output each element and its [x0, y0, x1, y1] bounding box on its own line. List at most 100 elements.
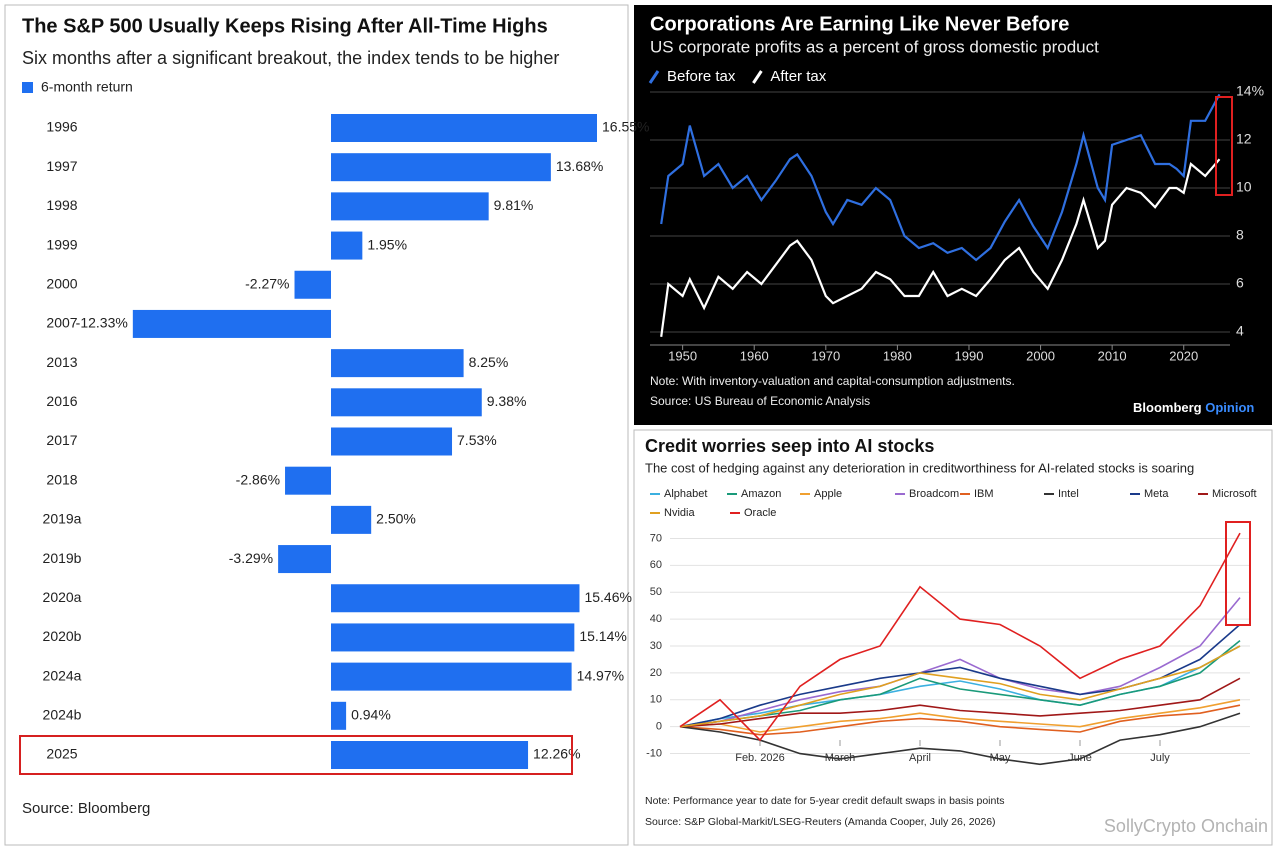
x-tick-label: 2020	[1169, 348, 1198, 363]
legend-label: Intel	[1058, 488, 1079, 500]
category-label: 2019b	[43, 550, 82, 566]
legend-label: Before tax	[667, 68, 736, 85]
chart-subtitle: US corporate profits as a percent of gro…	[650, 37, 1099, 56]
value-label: 9.81%	[494, 197, 534, 213]
y-tick-label: 50	[650, 586, 662, 598]
y-tick-label: 70	[650, 532, 662, 544]
value-label: 15.46%	[584, 589, 631, 605]
legend-label: Microsoft	[1212, 488, 1257, 500]
legend-label: After tax	[770, 68, 826, 85]
line-series	[679, 699, 1241, 733]
legend-label: Broadcom	[909, 488, 959, 500]
value-label: -3.29%	[229, 550, 273, 566]
y-tick-label: 8	[1236, 227, 1244, 243]
category-label: 2025	[46, 746, 77, 762]
category-label: 1999	[46, 236, 77, 252]
category-label: 2013	[46, 354, 77, 370]
line-series	[679, 597, 1241, 728]
bar	[132, 309, 331, 338]
x-tick-label: 1960	[740, 348, 769, 363]
bar	[331, 388, 482, 417]
y-tick-label: 12	[1236, 131, 1252, 147]
legend-label: Alphabet	[664, 488, 707, 500]
value-label: -2.86%	[236, 471, 280, 487]
x-tick-label: Feb. 2026	[735, 752, 785, 764]
y-tick-label: 10	[650, 694, 662, 706]
line-series	[679, 704, 1241, 736]
value-label: 2.50%	[376, 511, 416, 527]
bar	[331, 741, 529, 769]
legend-label: Amazon	[741, 488, 781, 500]
value-label: 1.95%	[367, 236, 407, 252]
category-label: 2018	[46, 471, 77, 487]
y-tick-label: 30	[650, 640, 662, 652]
y-tick-label: 0	[656, 721, 662, 733]
bar	[331, 427, 453, 456]
bar	[331, 153, 551, 182]
bar	[331, 701, 347, 730]
x-tick-label: 1990	[955, 348, 984, 363]
category-label: 2019a	[43, 511, 82, 527]
value-label: 14.97%	[577, 667, 624, 683]
x-tick-label: 1980	[883, 348, 912, 363]
line-series	[679, 712, 1241, 766]
category-label: 2020a	[43, 589, 82, 605]
category-label: 2007	[46, 315, 77, 331]
value-label: 9.38%	[487, 393, 527, 409]
note: Note: With inventory-valuation and capit…	[650, 374, 1015, 388]
chart-subtitle: The cost of hedging against any deterior…	[645, 460, 1194, 475]
y-tick-label: 6	[1236, 275, 1244, 291]
line-series	[679, 639, 1241, 728]
y-tick-label: -10	[646, 747, 662, 759]
line-series	[679, 645, 1241, 728]
line-series	[660, 158, 1221, 337]
brand: Bloomberg Opinion	[1133, 400, 1254, 415]
value-label: 13.68%	[556, 158, 603, 174]
category-label: 2020b	[43, 628, 82, 644]
bar	[285, 466, 331, 495]
value-label: 16.55%	[602, 119, 649, 135]
highlight-box	[1215, 96, 1233, 196]
bar	[331, 662, 572, 691]
y-tick-label: 40	[650, 613, 662, 625]
left-panel	[4, 4, 629, 846]
x-tick-label: March	[825, 752, 856, 764]
y-tick-label: 14%	[1236, 83, 1264, 99]
bar	[331, 231, 363, 260]
x-tick-label: June	[1068, 752, 1092, 764]
legend-swatch	[648, 70, 660, 84]
legend-label: Oracle	[744, 507, 776, 519]
x-tick-label: July	[1150, 752, 1170, 764]
source: Source: US Bureau of Economic Analysis	[650, 394, 870, 408]
legend-label: IBM	[974, 488, 994, 500]
category-label: 1996	[46, 119, 77, 135]
y-tick-label: 60	[650, 559, 662, 571]
x-tick-label: 1970	[811, 348, 840, 363]
legend-swatch	[752, 70, 763, 84]
bar	[331, 349, 464, 378]
y-tick-label: 10	[1236, 179, 1252, 195]
legend-label: Apple	[814, 488, 842, 500]
source: Source: Bloomberg	[22, 800, 150, 817]
category-label: 2000	[46, 275, 77, 291]
chart-title: Corporations Are Earning Like Never Befo…	[650, 13, 1069, 35]
chart-subtitle: Six months after a significant breakout,…	[22, 48, 559, 68]
x-tick-label: 2000	[1026, 348, 1055, 363]
value-label: 0.94%	[351, 707, 391, 723]
x-tick-label: April	[909, 752, 931, 764]
note: Note: Performance year to date for 5-yea…	[645, 795, 1005, 807]
bar	[331, 114, 597, 142]
category-label: 2017	[46, 432, 77, 448]
bar	[331, 584, 580, 613]
x-tick-label: 2010	[1098, 348, 1127, 363]
x-tick-label: 1950	[668, 348, 697, 363]
value-label: -12.33%	[76, 315, 128, 331]
category-label: 2024a	[43, 667, 82, 683]
highlight-box	[1225, 521, 1251, 626]
bar	[331, 192, 489, 221]
source: Source: S&P Global-Markit/LSEG-Reuters (…	[645, 816, 996, 828]
line-series	[679, 532, 1241, 742]
category-label: 1998	[46, 197, 77, 213]
bar	[331, 623, 575, 652]
